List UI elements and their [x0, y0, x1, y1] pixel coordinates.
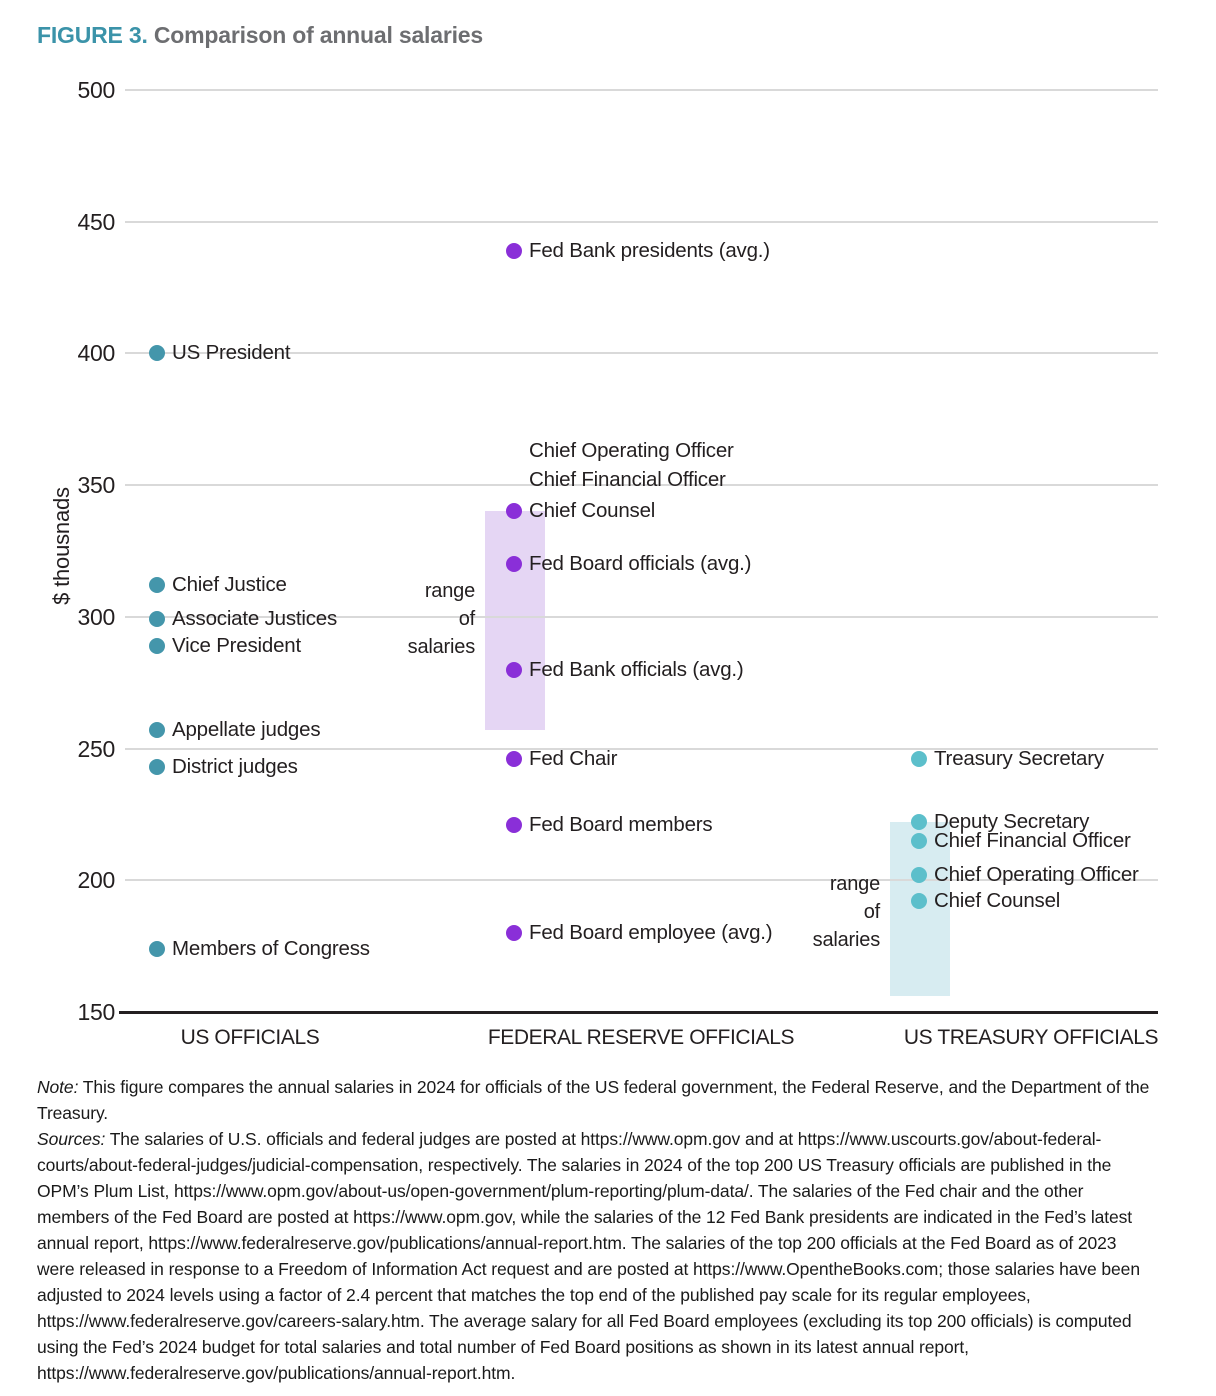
data-point-dot — [506, 503, 522, 520]
data-point-label: Fed Board officials (avg.) — [529, 552, 752, 576]
data-point-dot — [149, 611, 165, 628]
data-point-dot — [911, 867, 927, 884]
figure-header: FIGURE 3. Comparison of annual salaries — [37, 22, 483, 49]
category-label: US TREASURY OFFICIALS — [903, 1026, 1159, 1049]
gridline — [125, 484, 1158, 487]
data-point-label: Treasury Secretary — [934, 747, 1104, 771]
y-tick-label: 350 — [77, 472, 116, 499]
data-point-label: Chief Operating Officer — [934, 863, 1139, 887]
data-point-dot — [149, 637, 165, 654]
data-point-label: Vice President — [172, 633, 302, 657]
data-point-label: Fed Board members — [529, 812, 713, 836]
data-point-label: Chief Operating Officer — [529, 438, 734, 462]
data-point-label: US President — [172, 341, 291, 365]
data-point-label: Fed Chair — [529, 747, 618, 771]
figure-title: Comparison of annual salaries — [153, 22, 483, 48]
data-point-label: Fed Bank presidents (avg.) — [529, 238, 770, 262]
category-label: FEDERAL RESERVE OFFICIALS — [487, 1026, 795, 1049]
data-point-dot — [911, 893, 927, 910]
data-point-label: Chief Counsel — [934, 889, 1061, 913]
data-point-label: Chief Financial Officer — [529, 467, 726, 491]
data-point-label: Chief Financial Officer — [934, 828, 1131, 852]
note-paragraph: Note: This figure compares the annual sa… — [37, 1074, 1151, 1126]
data-point-dot — [149, 345, 165, 362]
data-point-dot — [506, 661, 522, 678]
gridline — [125, 747, 1158, 750]
sources-text: The salaries of U.S. officials and feder… — [37, 1129, 1140, 1383]
gridline — [125, 879, 1158, 882]
y-tick-label: 450 — [77, 208, 116, 235]
data-point-dot — [911, 832, 927, 849]
data-point-label: Appellate judges — [172, 718, 321, 742]
data-point-label: Fed Bank officials (avg.) — [529, 657, 744, 681]
range-of-salaries-label: range of salaries — [812, 872, 881, 951]
category-label: US OFFICIALS — [180, 1026, 320, 1049]
data-point-dot — [911, 814, 927, 831]
data-point-dot — [149, 940, 165, 957]
note-text: This figure compares the annual salaries… — [37, 1077, 1150, 1123]
y-tick-label: 500 — [77, 77, 116, 103]
gridline — [125, 89, 1158, 91]
salary-scatter-chart: $ thousnads 500 450 400 350 300 250 200 150 US P… — [49, 77, 1159, 1049]
data-point-label: Fed Board employee (avg.) — [529, 920, 773, 944]
y-tick-label: 400 — [77, 340, 116, 367]
data-point-dot — [149, 759, 165, 775]
gridline — [125, 352, 1158, 355]
data-point-dot — [506, 556, 522, 573]
y-tick-label: 200 — [77, 867, 116, 894]
range-of-salaries-label: range of salaries — [407, 580, 476, 659]
data-point-dot — [149, 722, 165, 739]
data-point-dot — [506, 751, 522, 768]
data-point-dot — [506, 924, 522, 941]
figure-notes: Note: This figure compares the annual sa… — [37, 1074, 1151, 1386]
data-point-dot — [911, 751, 927, 768]
gridline — [125, 220, 1158, 223]
data-point-label: Associate Justices — [172, 607, 338, 631]
data-point-dot — [506, 816, 522, 833]
x-axis-line — [119, 1011, 1158, 1014]
data-point-label: Chief Justice — [172, 573, 287, 597]
figure-number-label: FIGURE 3. — [37, 22, 148, 48]
data-point-dot — [506, 242, 522, 259]
data-point-dot — [149, 577, 165, 594]
data-point-label: Chief Counsel — [529, 499, 656, 523]
data-point-label: Members of Congress — [172, 936, 370, 960]
note-prefix: Note: — [37, 1077, 79, 1097]
y-tick-label: 250 — [77, 735, 116, 762]
y-axis-title: $ thousnads — [49, 487, 74, 605]
y-tick-label: 150 — [77, 999, 116, 1025]
y-tick-label: 300 — [77, 603, 116, 630]
gridline — [125, 615, 1158, 618]
sources-paragraph: Sources: The salaries of U.S. officials … — [37, 1126, 1151, 1386]
data-point-label: Deputy Secretary — [934, 810, 1090, 834]
salary-range-box — [485, 511, 545, 731]
data-point-label: District judges — [172, 755, 298, 778]
sources-prefix: Sources: — [37, 1129, 106, 1149]
